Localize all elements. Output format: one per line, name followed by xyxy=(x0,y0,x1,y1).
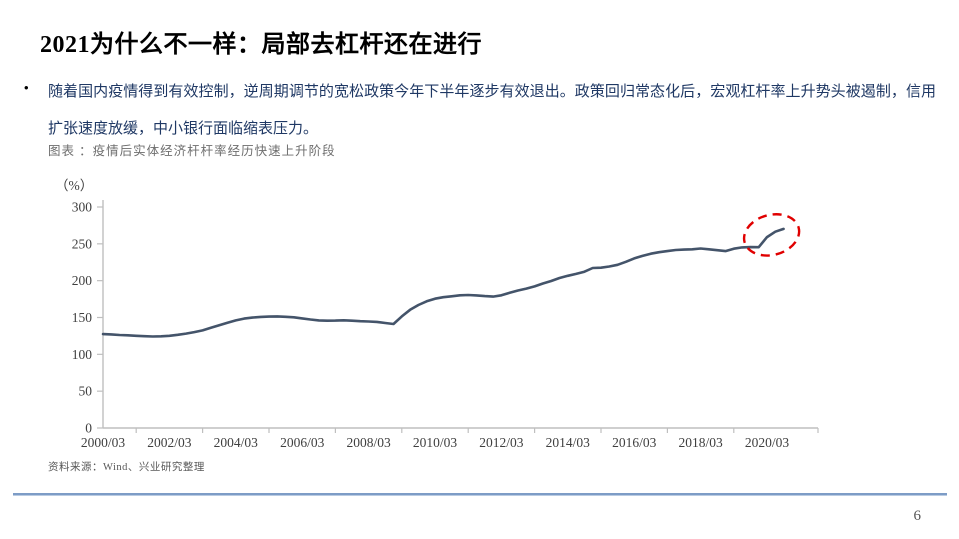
y-tick-label: 150 xyxy=(72,310,93,325)
y-tick-label: 0 xyxy=(85,421,92,436)
bullet-marker: • xyxy=(24,80,29,95)
x-tick-label: 2010/03 xyxy=(413,435,458,450)
y-tick-label: 250 xyxy=(72,236,93,251)
slide-title: 2021为什么不一样：局部去杠杆还在进行 xyxy=(40,32,482,58)
leverage-chart: （%） 0 50 100 150 200 250 300 2000/03 2002/03 2004/… xyxy=(55,178,819,450)
x-tick-label: 2002/03 xyxy=(147,435,192,450)
y-tick-label: 50 xyxy=(79,384,93,399)
source-note: 资料来源：Wind、兴业研究整理 xyxy=(48,462,205,473)
x-tick-label: 2016/03 xyxy=(612,435,657,450)
x-tick-label: 2014/03 xyxy=(546,435,591,450)
highlight-ellipse xyxy=(742,213,801,257)
x-tick-label: 2006/03 xyxy=(280,435,325,450)
series-line xyxy=(101,227,785,338)
x-tick-label: 2018/03 xyxy=(678,435,723,450)
footer-divider xyxy=(13,493,947,496)
y-tick-label: 100 xyxy=(72,347,93,362)
figure-caption: 图表 ：疫情后实体经济杆杆率经历快速上升阶段 xyxy=(48,144,336,158)
chart-container: （%） 0 50 100 150 200 250 300 2000/03 2002/03 2004/… xyxy=(0,165,880,465)
bullet-text: 随着国内疫情得到有效控制，逆周期调节的宽松政策今年下半年逐步有效退出。政策回归常… xyxy=(48,84,936,137)
x-tick-label: 2000/03 xyxy=(81,435,126,450)
page-number: 6 xyxy=(913,508,922,524)
x-tick-label: 2012/03 xyxy=(479,435,524,450)
x-tick-label: 2004/03 xyxy=(214,435,259,450)
bullet-row: • 随着国内疫情得到有效控制，逆周期调节的宽松政策今年下半年逐步有效退出。政策回… xyxy=(24,74,936,148)
x-tick-label: 2020/03 xyxy=(745,435,790,450)
y-axis-unit-label: （%） xyxy=(55,178,93,193)
x-tick-label: 2008/03 xyxy=(346,435,391,450)
y-tick-label: 200 xyxy=(72,273,93,288)
y-tick-label: 300 xyxy=(72,200,93,215)
